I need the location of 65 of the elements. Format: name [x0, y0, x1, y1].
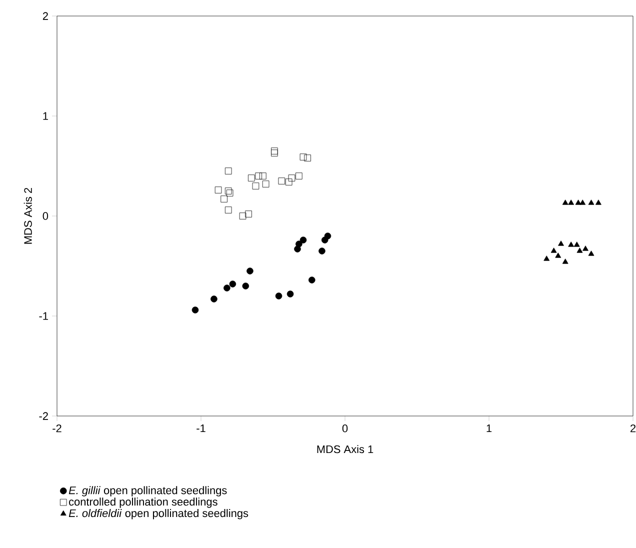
x-tick-label: 2 — [630, 424, 636, 432]
point — [308, 276, 316, 284]
point — [550, 248, 557, 253]
point — [576, 248, 583, 253]
point — [562, 258, 568, 264]
point — [304, 154, 311, 162]
point — [275, 292, 282, 300]
point — [582, 246, 588, 251]
legend-label: E. gillii open pollinated seedlings — [68, 486, 227, 496]
point — [224, 168, 232, 174]
point — [255, 172, 262, 180]
point — [210, 296, 218, 302]
point — [271, 148, 278, 154]
point — [226, 190, 234, 196]
point — [214, 186, 222, 194]
x-tick-label: -2 — [52, 424, 62, 432]
point — [224, 188, 232, 194]
point — [580, 200, 586, 205]
point — [588, 250, 594, 256]
point — [318, 248, 326, 254]
point — [588, 200, 594, 205]
point — [324, 232, 332, 240]
y-tick-label: 1 — [43, 112, 48, 120]
legend-label: E. oldfieldii open pollinated seedlings — [68, 509, 248, 520]
y-axis-title: MDS Axis 2 — [24, 188, 32, 244]
point — [224, 284, 230, 292]
y-tick-label: 2 — [42, 12, 48, 20]
point — [568, 200, 574, 205]
x-tick-label: 0 — [342, 424, 348, 432]
point — [192, 306, 199, 314]
x-axis-title: MDS Axis 1 — [317, 445, 374, 454]
point — [568, 242, 574, 247]
point — [245, 210, 252, 218]
point — [239, 212, 246, 220]
point — [286, 290, 294, 298]
x-tick-label: -1 — [196, 424, 206, 432]
point — [271, 150, 278, 156]
x-tick-label: 1 — [486, 424, 492, 432]
point — [300, 236, 307, 244]
point — [558, 240, 564, 246]
point — [242, 282, 250, 290]
y-tick-label: -2 — [39, 412, 48, 420]
point — [252, 182, 260, 190]
point — [248, 174, 255, 182]
point — [300, 154, 307, 160]
point — [595, 200, 602, 205]
point — [296, 172, 302, 180]
y-tick-label: -1 — [39, 312, 48, 320]
point — [574, 242, 580, 247]
point — [246, 268, 254, 274]
point — [220, 196, 228, 202]
point — [296, 240, 302, 248]
point — [278, 178, 286, 184]
point — [260, 172, 266, 180]
point — [285, 178, 292, 186]
point — [544, 256, 550, 261]
point — [562, 200, 568, 205]
point — [288, 174, 296, 182]
point — [575, 200, 582, 205]
point — [555, 252, 562, 258]
point — [224, 206, 232, 214]
point — [229, 280, 236, 288]
legend-label: controlled pollination seedlings — [69, 498, 218, 508]
point — [262, 180, 270, 188]
y-tick-label: 0 — [42, 212, 48, 220]
